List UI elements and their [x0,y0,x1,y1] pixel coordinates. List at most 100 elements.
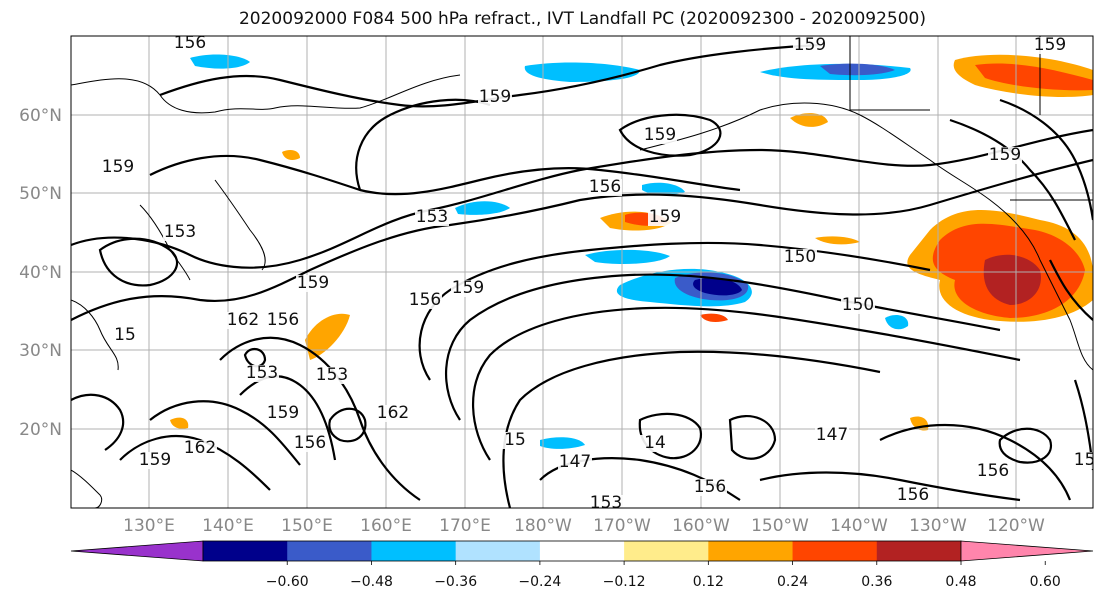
contour-label-bg [183,440,217,457]
coastline-southeast-asia [71,469,103,508]
colorbar-segment [876,541,962,561]
longitude-label: 160°E [360,516,412,536]
longitude-label: 160°W [672,516,730,536]
latitude-label: 40°N [19,263,62,283]
colorbar-tick-label: 0.12 [693,574,724,590]
positive-anomaly-patch [700,313,728,323]
contour-line [243,347,267,368]
longitude-label: 170°W [593,516,651,536]
positive-anomaly-patch [305,313,350,360]
colorbar-segment [792,541,878,561]
contour-label-bg [793,37,827,54]
contour-label-bg [315,367,349,384]
negative-anomaly-patch [585,249,670,264]
contour-label: 153 [416,207,448,227]
contour-label-bg [293,435,327,452]
contour-label-bg [1033,37,1067,54]
contour-label-bg [163,224,197,241]
contour-label-bg [498,432,532,449]
contour-label-bg [841,297,875,314]
contour-label: 156 [409,290,441,310]
contour-label-bg [451,280,485,297]
coastline-japan [139,204,191,281]
contour-line [759,471,1021,502]
contour-line [1049,259,1093,321]
contour-label-bg [648,209,682,226]
height-contours [71,43,1093,508]
contour-label: 162 [227,310,259,330]
contour-label-bg [266,405,300,422]
contour-label: 147 [816,425,848,445]
colorbar-segment [203,541,288,561]
contour-label: 159 [644,125,676,145]
longitude-label: 130°W [909,516,967,536]
contour-label-bg [783,249,817,266]
colorbar-tick-label: 0.48 [945,574,976,590]
coastline-china [71,299,119,371]
contour-label: 159 [297,273,329,293]
border-alaska-canada [849,36,930,111]
contour-label: 159 [1034,35,1066,55]
contour-label-bg [408,292,442,309]
contour-label: 156 [589,177,621,197]
contour-label: 156 [294,433,326,453]
contour-label: 156 [977,461,1009,481]
contour-label: 150 [842,295,874,315]
negative-anomaly-patch [820,63,895,76]
colorbar-segment [624,541,709,561]
colorbar-tick-labels: −0.60 −0.48 −0.36 −0.24 −0.12 0.12 0.24 0.36 0.4… [266,561,1061,590]
contour-label-bg [896,487,930,504]
colorbar-tick-label: 0.36 [861,574,892,590]
contour-label-bg [588,179,622,196]
contour-label: 156 [694,477,726,497]
longitude-label: 140°E [202,516,254,536]
contour-label: 153 [316,365,348,385]
negative-anomaly-patch [885,314,909,330]
contour-label-bg [815,427,849,444]
contour-line [355,98,491,191]
contour-label-bg [693,479,727,496]
contour-label: 156 [267,310,299,330]
contour-label: 162 [184,438,216,458]
contour-label: 159 [267,403,299,423]
contour-label-bg [226,312,260,329]
contour-label: 147 [559,452,591,472]
contour-label-bg [643,127,677,144]
contour-line [471,306,1021,461]
map-area: 156 159 159 159 159 159 156 153 153 159 159 156 162 1… [71,35,1105,508]
contour-label: 162 [377,403,409,423]
contour-label-bg [988,147,1022,164]
map-gridlines [71,36,1093,508]
contour-label: 159 [479,87,511,107]
contour-label: 15 [504,430,526,450]
contour-label-bg [638,435,672,452]
contour-line [149,154,741,196]
colorbar-tick-label: −0.12 [603,574,646,590]
contour-label: 153 [164,222,196,242]
colorbar-tick-label: −0.60 [266,574,309,590]
colorbar-tick-label: −0.24 [518,574,561,590]
contour-line [999,98,1093,221]
contour-line [998,427,1053,464]
coastline-kamchatka-kurils [214,179,266,271]
map-title: 2020092000 F084 500 hPa refract., IVT La… [238,9,926,29]
contour-line [71,128,1093,269]
negative-anomaly-patch [455,201,510,215]
contour-label: 159 [1074,450,1105,470]
contour-label: 15 [114,325,136,345]
colorbar-tick-label: −0.48 [350,574,393,590]
contour-line [328,407,367,443]
contour-label: 153 [246,363,278,383]
negative-anomaly-patch [524,62,640,82]
contour-line [728,415,777,460]
contour-line [98,237,179,287]
contour-label-bg [558,454,592,471]
contour-label-bg [1073,452,1093,469]
contour-label-bg [296,275,330,292]
colorbar-extend-low [70,540,204,562]
contour-label-bg [108,327,142,344]
colorbar-extend-high [960,540,1094,562]
positive-anomaly-patch [975,63,1093,91]
latitude-label: 50°N [19,184,62,204]
colorbar-tick-label: 0.60 [1030,574,1061,590]
